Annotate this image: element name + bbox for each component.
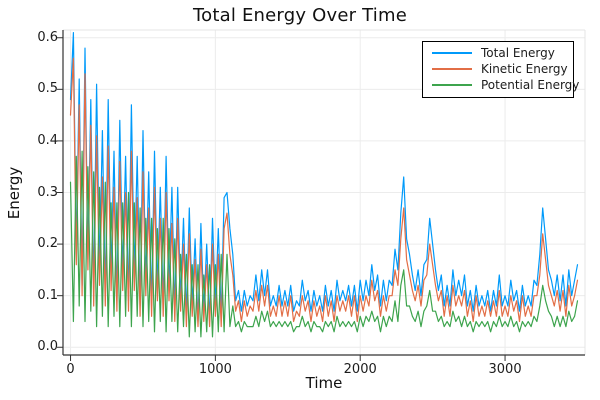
x-axis-label: Time (305, 374, 343, 392)
y-tick-label: 0.4 (37, 132, 58, 148)
legend-label-kinetic: Kinetic Energy (481, 62, 568, 76)
y-tick-label: 0.0 (37, 339, 58, 355)
series-lines (69, 31, 579, 338)
legend-label-total: Total Energy (481, 46, 555, 60)
potential-energy-line (69, 150, 579, 338)
kinetic-energy-line (69, 57, 579, 328)
y-tick-label: 0.5 (37, 81, 58, 97)
x-tick-label: 1000 (198, 362, 232, 377)
legend-swatch-kinetic (432, 68, 472, 70)
y-tick-label: 0.6 (37, 29, 58, 45)
chart-title: Total Energy Over Time (193, 5, 407, 26)
legend-swatch-potential (432, 84, 472, 86)
legend-swatch-total (432, 52, 472, 54)
legend-label-potential: Potential Energy (481, 78, 580, 92)
y-tick-label: 0.3 (37, 184, 58, 200)
legend-entry-total: Total Energy (432, 45, 567, 61)
legend: Total Energy Kinetic Energy Potential En… (422, 41, 579, 98)
x-tick-label: 3000 (488, 362, 522, 377)
y-tick-label: 0.2 (37, 236, 58, 252)
x-tick-label: 0 (66, 362, 75, 377)
y-tick-label: 0.1 (37, 287, 58, 303)
total-energy-line (69, 31, 579, 323)
tick-marks (57, 37, 506, 361)
x-tick-label: 2000 (343, 362, 377, 377)
legend-entry-potential: Potential Energy (432, 77, 579, 93)
legend-entry-kinetic: Kinetic Energy (432, 61, 568, 77)
